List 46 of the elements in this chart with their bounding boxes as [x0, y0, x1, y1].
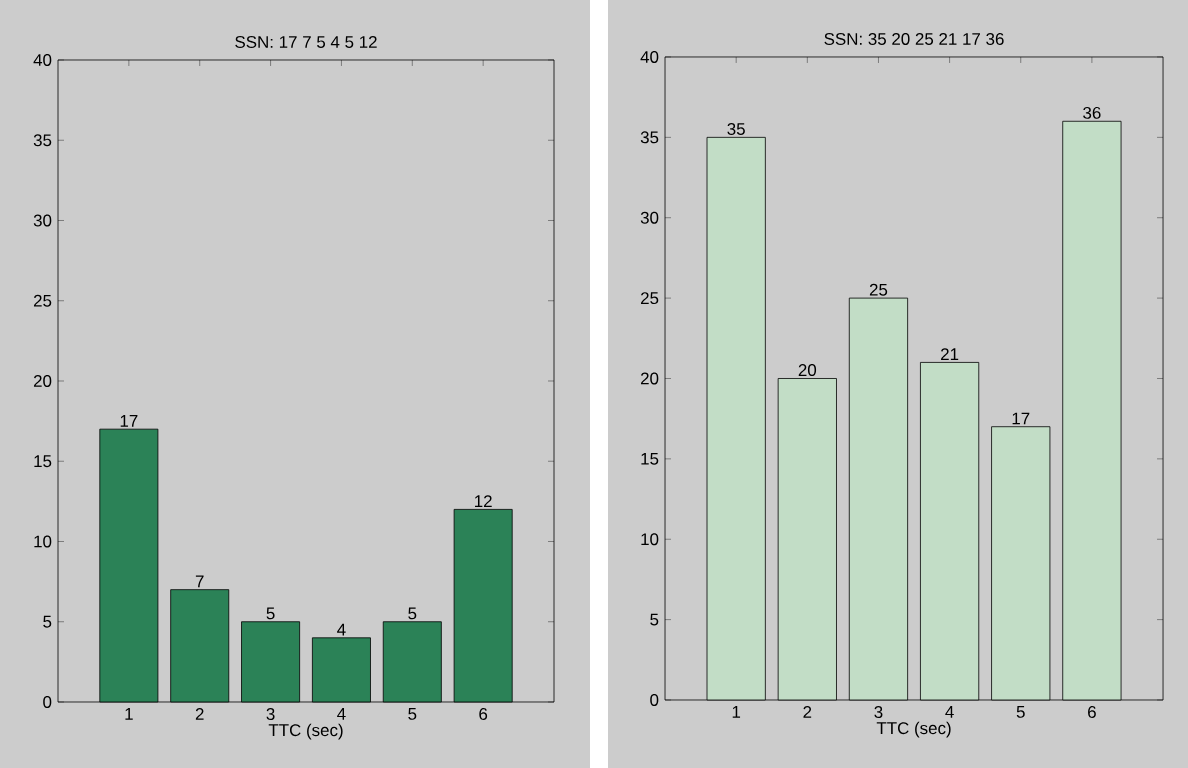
x-tick-label: 1: [732, 706, 741, 718]
y-tick-label: 25: [33, 294, 52, 307]
x-tick-label: 2: [803, 706, 812, 718]
data-label: 21: [941, 348, 959, 361]
y-tick-label: 20: [33, 375, 52, 387]
y-tick-label: 40: [33, 54, 52, 66]
x-tick-label: 4: [337, 708, 346, 720]
chart-title: SSN: 35 20 25 21 17 36: [824, 33, 1004, 45]
y-tick-label: 20: [640, 372, 659, 385]
y-tick-label: 5: [43, 615, 52, 628]
data-label: 36: [1083, 106, 1101, 119]
x-axis-title: TTC (sec): [268, 723, 343, 740]
x-axis-title: TTC (sec): [876, 721, 951, 738]
data-label: 12: [475, 495, 492, 507]
y-tick-label: 5: [650, 613, 659, 626]
y-tick-label: 30: [33, 214, 52, 227]
y-tick-label: 10: [34, 535, 52, 548]
data-label: 20: [798, 364, 817, 377]
y-tick-label: 15: [641, 452, 659, 465]
chart-title: SSN: 17 7 5 4 5 12: [235, 36, 377, 48]
y-tick-label: 35: [33, 134, 52, 147]
x-tick-label: 5: [408, 708, 417, 720]
data-label: 17: [120, 415, 138, 427]
y-tick-label: 0: [650, 694, 659, 706]
data-label: 4: [337, 623, 346, 636]
data-label: 5: [266, 607, 275, 620]
x-tick-label: 2: [195, 708, 204, 720]
y-tick-label: 15: [34, 455, 52, 468]
x-tick-label: 3: [874, 706, 883, 719]
data-label: 5: [408, 607, 417, 620]
y-tick-label: 40: [640, 50, 659, 63]
y-tick-label: 30: [640, 211, 659, 224]
x-tick-label: 1: [125, 708, 133, 720]
x-tick-label: 6: [1088, 706, 1096, 719]
x-tick-label: 6: [479, 708, 488, 721]
data-label: 17: [1012, 412, 1030, 425]
x-tick-label: 3: [266, 708, 275, 721]
y-tick-label: 25: [640, 292, 659, 305]
data-label: 7: [195, 575, 204, 588]
data-label: 35: [727, 122, 745, 135]
data-label: 25: [869, 283, 888, 296]
x-tick-label: 5: [1016, 706, 1025, 718]
y-tick-label: 35: [640, 131, 659, 144]
y-tick-label: 0: [43, 696, 52, 708]
x-tick-label: 4: [945, 706, 954, 718]
y-tick-label: 10: [641, 533, 659, 546]
